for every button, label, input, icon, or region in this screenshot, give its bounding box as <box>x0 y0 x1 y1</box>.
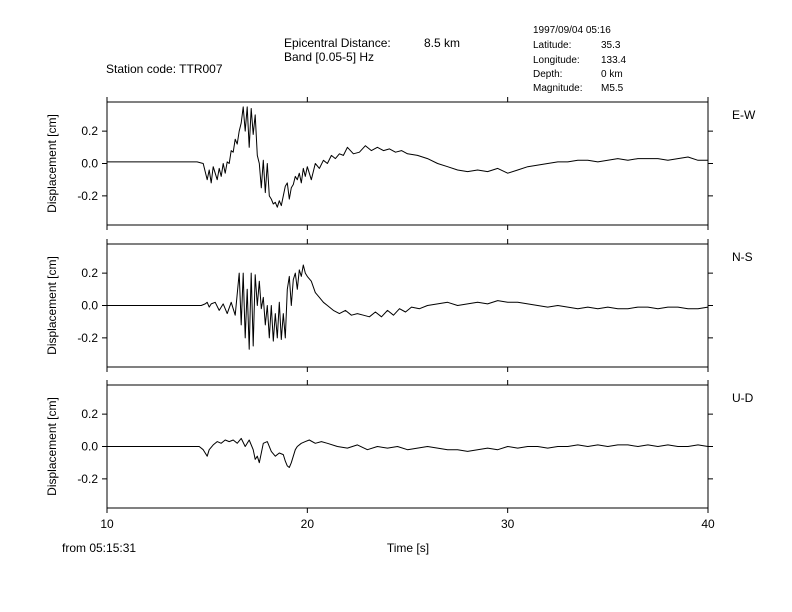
band: Band [0.05-5] Hz <box>284 50 374 64</box>
y-tick-label: 0.2 <box>81 124 98 138</box>
info-longitude-value: 133.4 <box>601 55 626 66</box>
info-latitude-label: Latitude: <box>533 40 571 51</box>
y-tick-label: 0.0 <box>81 157 98 171</box>
trace-u-d <box>107 437 709 468</box>
station-code: Station code: TTR007 <box>106 62 223 76</box>
y-axis-label: Displacement [cm] <box>45 397 59 496</box>
from-time: from 05:15:31 <box>62 541 136 555</box>
info-longitude-label: Longitude: <box>533 55 580 66</box>
trace-n-s <box>107 264 709 350</box>
x-tick-label: 10 <box>100 517 114 531</box>
component-label: U-D <box>732 391 754 405</box>
event-datetime: 1997/09/04 05:16 <box>533 25 611 36</box>
panel-n-s: 0.2 0.0 -0.2 Displacement [cm] N-S <box>45 239 753 372</box>
info-magnitude-label: Magnitude: <box>533 83 582 94</box>
component-label: N-S <box>732 250 753 264</box>
y-axis-label: Displacement [cm] <box>45 114 59 213</box>
trace-e-w <box>107 106 708 208</box>
panel-e-w: 0.2 0.0 -0.2 Displacement [cm] E-W <box>45 97 756 230</box>
x-tick-label: 30 <box>501 517 515 531</box>
y-tick-label: 0.2 <box>81 266 98 280</box>
info-depth-label: Depth: <box>533 69 562 80</box>
x-axis-label: Time [s] <box>387 541 429 555</box>
info-latitude-value: 35.3 <box>601 40 621 51</box>
header: Station code: TTR007 Epicentral Distance… <box>106 25 626 94</box>
y-tick-label: -0.2 <box>77 472 98 486</box>
y-tick-label: 0.2 <box>81 407 98 421</box>
y-tick-label: 0.0 <box>81 440 98 454</box>
panels: 0.2 0.0 -0.2 Displacement [cm] E-W 0.2 0.0 -0.2… <box>45 97 756 531</box>
x-tick-label: 20 <box>301 517 315 531</box>
y-axis-label: Displacement [cm] <box>45 256 59 355</box>
plot-frame <box>106 101 709 226</box>
epicentral-distance-value: 8.5 km <box>424 36 460 50</box>
info-depth-value: 0 km <box>601 69 623 80</box>
panel-u-d: 0.2 0.0 -0.2 Displacement [cm] U-D 10 20 30 40 <box>45 380 754 531</box>
component-label: E-W <box>732 108 756 122</box>
footer: from 05:15:31 Time [s] <box>62 541 429 555</box>
y-tick-label: -0.2 <box>77 189 98 203</box>
x-tick-label: 40 <box>701 517 715 531</box>
y-tick-label: -0.2 <box>77 331 98 345</box>
epicentral-distance-label: Epicentral Distance: <box>284 36 391 50</box>
info-magnitude-value: M5.5 <box>601 83 624 94</box>
y-tick-label: 0.0 <box>81 299 98 313</box>
